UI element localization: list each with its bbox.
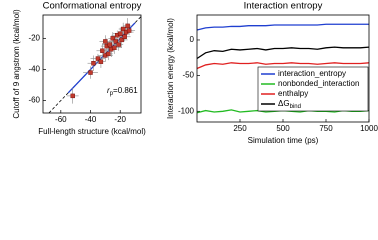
legend-label: ΔGbind [278, 99, 301, 109]
point [107, 42, 113, 47]
series-line [196, 46, 370, 60]
x-tick-label: -20 [114, 115, 126, 124]
series-line [196, 62, 370, 70]
legend-name: ΔG [278, 99, 290, 108]
x-tick-label: 1000 [360, 124, 378, 133]
y-tick-label: 0 [190, 35, 195, 44]
point [125, 23, 130, 29]
x-axis-label: Simulation time (ps) [248, 136, 319, 145]
legend-label: enthalpy [278, 89, 308, 98]
series-line [196, 23, 369, 31]
point [88, 70, 93, 75]
point [126, 28, 132, 33]
point [116, 42, 121, 47]
x-tick-label: 250 [233, 124, 247, 133]
figure: Conformational entropy Full-length struct… [12, 1, 378, 146]
y-tick-label: -60 [28, 96, 40, 105]
point [91, 61, 96, 66]
x-tick-label: 500 [276, 124, 290, 133]
y-tick-label: -50 [182, 71, 194, 80]
y-tick-label: -20 [28, 33, 40, 42]
legend-label: interaction_entropy [278, 69, 346, 78]
point [118, 31, 123, 36]
point [119, 37, 124, 43]
chart-title: Conformational entropy [43, 1, 142, 12]
annotation-subscript: p [110, 91, 114, 97]
legend-name: enthalpy [278, 89, 308, 98]
point [70, 93, 75, 99]
point [110, 36, 115, 41]
legend-name: nonbonded_interaction [278, 79, 359, 88]
y-axis-label: Cutoff of 9 angstrom (kcal/mol) [12, 9, 21, 119]
plot-frame [42, 14, 142, 114]
point [112, 45, 117, 50]
point [120, 26, 126, 32]
point [95, 56, 101, 61]
annotation-text: =0.861 [113, 86, 138, 95]
point [113, 39, 118, 44]
x-tick-label: 750 [319, 124, 333, 133]
x-tick-label: -60 [55, 115, 67, 124]
legend-box [257, 66, 369, 112]
y-tick-label: -100 [178, 106, 195, 115]
legend-label: nonbonded_interaction [278, 79, 359, 88]
point [106, 51, 111, 57]
y-tick-label: -40 [28, 65, 40, 74]
chart-title: Interaction entropy [244, 1, 323, 12]
legend-name: interaction_entropy [278, 69, 346, 78]
fit-line [67, 22, 136, 94]
x-axis-label: Full-length structure (kcal/mol) [38, 127, 146, 136]
point [103, 39, 108, 44]
annotation: rp=0.861 [107, 86, 138, 96]
plot-frame [196, 14, 370, 123]
legend-subscript: bind [290, 104, 301, 110]
point [98, 59, 104, 64]
annotation-symbol: r [107, 86, 110, 95]
point [100, 48, 105, 53]
point [122, 34, 127, 39]
y-axis-label: Interaction energy (kcal/mol) [166, 18, 175, 119]
x-tick-label: -40 [85, 115, 97, 124]
